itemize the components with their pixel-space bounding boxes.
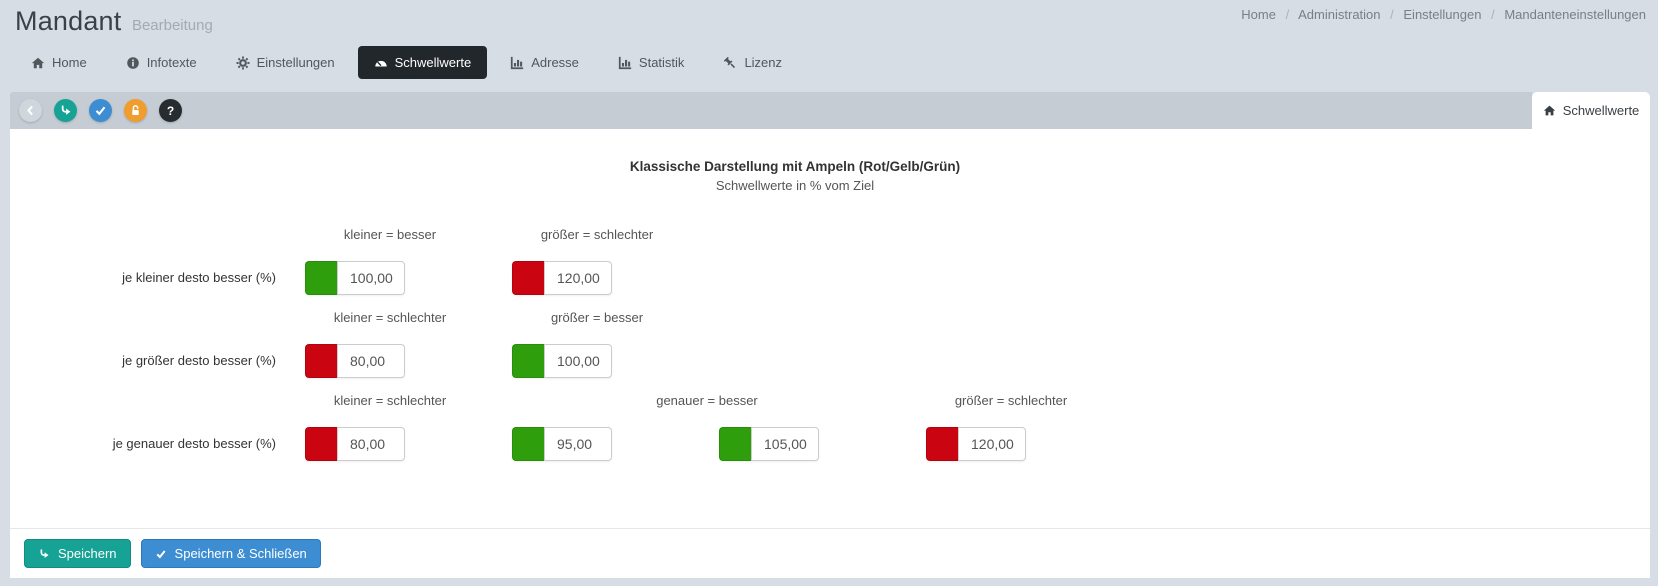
tab-label: Infotexte bbox=[146, 55, 197, 70]
breadcrumb: Home / Administration / Einstellungen / … bbox=[1241, 7, 1646, 22]
unlock-button[interactable] bbox=[124, 99, 147, 122]
panel-tab-schwellwerte[interactable]: Schwellwerte bbox=[1532, 92, 1650, 129]
save-and-close-button-label: Speichern & Schließen bbox=[174, 546, 307, 561]
question-icon: ? bbox=[166, 103, 175, 118]
tab-bar: Home Infotexte Einstellungen Schwellwert… bbox=[15, 45, 805, 80]
tab-label: Adresse bbox=[531, 55, 579, 70]
bar-chart-icon bbox=[510, 56, 524, 70]
confirm-button[interactable] bbox=[89, 99, 112, 122]
tab-label: Schwellwerte bbox=[394, 55, 472, 70]
save-button-label: Speichern bbox=[58, 546, 117, 561]
breadcrumb-separator: / bbox=[1390, 7, 1394, 22]
page-subtitle: Bearbeitung bbox=[131, 17, 213, 34]
bar-chart-icon bbox=[618, 56, 632, 70]
page-header: Mandant Bearbeitung Home / Administratio… bbox=[0, 0, 1658, 42]
traffic-light-swatch bbox=[512, 261, 544, 295]
content-subtitle: Schwellwerte in % vom Ziel bbox=[715, 178, 875, 193]
tab-label: Lizenz bbox=[744, 55, 783, 70]
traffic-light-swatch bbox=[305, 427, 337, 461]
row-label: je größer desto besser (%) bbox=[122, 353, 276, 368]
threshold-input-group bbox=[926, 427, 1026, 461]
threshold-input-group bbox=[512, 427, 612, 461]
home-icon bbox=[1543, 105, 1555, 116]
threshold-input[interactable] bbox=[751, 427, 819, 461]
breadcrumb-mandanteneinstellungen[interactable]: Mandanteneinstellungen bbox=[1504, 7, 1646, 22]
thresholds-form: kleiner = besser größer = schlechter je … bbox=[10, 227, 1650, 461]
curved-arrow-icon bbox=[61, 105, 71, 115]
gear-icon bbox=[236, 56, 250, 70]
tab-infotexte[interactable]: Infotexte bbox=[110, 46, 213, 79]
breadcrumb-home[interactable]: Home bbox=[1241, 7, 1276, 22]
threshold-input[interactable] bbox=[337, 427, 405, 461]
column-header: kleiner = besser bbox=[343, 227, 437, 242]
threshold-input[interactable] bbox=[958, 427, 1026, 461]
home-icon bbox=[31, 56, 45, 70]
tachometer-icon bbox=[374, 56, 388, 70]
unlock-icon bbox=[132, 105, 139, 116]
traffic-light-swatch bbox=[719, 427, 751, 461]
save-button[interactable]: Speichern bbox=[24, 539, 131, 568]
threshold-input[interactable] bbox=[337, 261, 405, 295]
row-label: je kleiner desto besser (%) bbox=[122, 270, 276, 285]
threshold-input-group bbox=[719, 427, 819, 461]
gavel-icon bbox=[723, 56, 737, 70]
page-title: Mandant bbox=[15, 6, 122, 36]
panel-tab-label: Schwellwerte bbox=[1562, 103, 1640, 118]
tab-home[interactable]: Home bbox=[15, 46, 103, 79]
row-label: je genauer desto besser (%) bbox=[112, 436, 276, 451]
tab-label: Einstellungen bbox=[256, 55, 335, 70]
breadcrumb-einstellungen[interactable]: Einstellungen bbox=[1403, 7, 1482, 22]
traffic-light-swatch bbox=[512, 344, 544, 378]
curved-arrow-icon bbox=[40, 549, 49, 558]
check-icon bbox=[156, 549, 166, 558]
threshold-input[interactable] bbox=[337, 344, 405, 378]
tab-lizenz[interactable]: Lizenz bbox=[707, 46, 798, 79]
threshold-input[interactable] bbox=[544, 427, 612, 461]
column-header: genauer = besser bbox=[656, 393, 758, 408]
column-header: kleiner = schlechter bbox=[333, 310, 447, 325]
traffic-light-swatch bbox=[512, 427, 544, 461]
tab-schwellwerte[interactable]: Schwellwerte bbox=[357, 46, 488, 79]
save-and-close-button[interactable]: Speichern & Schließen bbox=[140, 539, 321, 568]
column-header: größer = besser bbox=[550, 310, 644, 325]
tab-label: Statistik bbox=[638, 55, 685, 70]
breadcrumb-separator: / bbox=[1491, 7, 1495, 22]
threshold-input-group bbox=[512, 261, 612, 295]
traffic-light-swatch bbox=[305, 344, 337, 378]
tab-label: Home bbox=[52, 55, 87, 70]
threshold-input-group bbox=[305, 427, 405, 461]
toolbar: ? bbox=[10, 92, 1532, 129]
tab-statistik[interactable]: Statistik bbox=[602, 46, 701, 79]
main-panel: ? Schwellwerte Klassische Darstellung mi… bbox=[10, 92, 1650, 578]
threshold-row-kleiner: kleiner = besser größer = schlechter je … bbox=[10, 227, 1650, 295]
help-button[interactable]: ? bbox=[159, 99, 182, 122]
save-button-toolbar[interactable] bbox=[54, 99, 77, 122]
threshold-input-group bbox=[512, 344, 612, 378]
panel-footer: Speichern Speichern & Schließen bbox=[10, 528, 1650, 578]
threshold-row-genauer: kleiner = schlechter genauer = besser gr… bbox=[10, 393, 1650, 461]
tab-adresse[interactable]: Adresse bbox=[494, 46, 595, 79]
column-header: größer = schlechter bbox=[954, 393, 1068, 408]
chevron-left-icon bbox=[27, 105, 33, 116]
threshold-input-group bbox=[305, 344, 405, 378]
tab-einstellungen[interactable]: Einstellungen bbox=[220, 46, 351, 79]
check-icon bbox=[95, 106, 106, 116]
threshold-input[interactable] bbox=[544, 344, 612, 378]
panel-body: Klassische Darstellung mit Ampeln (Rot/G… bbox=[10, 129, 1650, 578]
info-circle-icon bbox=[126, 56, 140, 70]
threshold-input-group bbox=[305, 261, 405, 295]
content-title: Klassische Darstellung mit Ampeln (Rot/G… bbox=[629, 159, 961, 174]
column-header: kleiner = schlechter bbox=[333, 393, 447, 408]
back-button[interactable] bbox=[19, 99, 42, 122]
traffic-light-swatch bbox=[305, 261, 337, 295]
threshold-row-groesser: kleiner = schlechter größer = besser je … bbox=[10, 310, 1650, 378]
breadcrumb-separator: / bbox=[1285, 7, 1290, 22]
column-header: größer = schlechter bbox=[540, 227, 654, 242]
traffic-light-swatch bbox=[926, 427, 958, 461]
breadcrumb-administration[interactable]: Administration bbox=[1298, 7, 1381, 22]
threshold-input[interactable] bbox=[544, 261, 612, 295]
